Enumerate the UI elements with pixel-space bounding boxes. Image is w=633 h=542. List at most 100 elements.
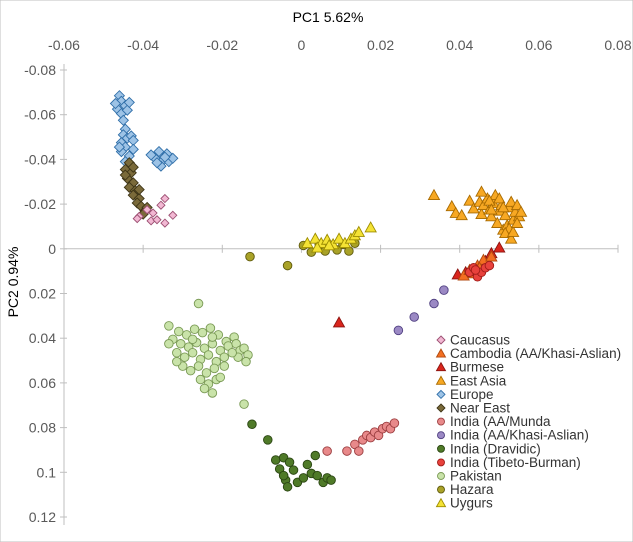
legend-item: Uygurs <box>435 496 493 511</box>
data-point <box>152 215 162 225</box>
legend-label: Near East <box>450 401 510 416</box>
data-point <box>493 241 506 253</box>
legend-marker <box>437 485 445 494</box>
series-india-dravidic <box>247 419 336 492</box>
data-point <box>309 232 322 244</box>
data-point <box>439 285 449 295</box>
legend-item: India (AA/Khasi-Aslian) <box>437 428 589 443</box>
data-point <box>195 374 206 385</box>
data-point <box>172 356 182 367</box>
legend-label: Burmese <box>450 360 504 375</box>
y-tick-label: 0 <box>48 241 56 257</box>
y-tick-label: 0.02 <box>29 286 56 302</box>
legend-marker <box>437 431 445 440</box>
legend-label: Pakistan <box>450 469 502 484</box>
data-point <box>470 265 481 275</box>
legend-label: India (AA/Munda <box>450 414 551 429</box>
data-point <box>241 356 251 367</box>
x-tick-label: -0.06 <box>48 37 80 53</box>
legend-marker <box>437 458 445 467</box>
data-point <box>475 185 488 197</box>
data-point <box>493 192 506 204</box>
axes-layer: -0.06 -0.04 -0.02 0 0.02 0.04 0.06 0.08 -0.08 -0.… <box>24 37 632 525</box>
data-point <box>298 473 309 483</box>
legend-marker <box>437 444 445 453</box>
data-point <box>506 225 520 237</box>
y-axis-title: PC2 0.94% <box>5 247 21 318</box>
data-point <box>491 216 504 228</box>
data-point <box>119 169 131 181</box>
data-point <box>514 205 528 217</box>
data-point <box>174 326 184 337</box>
data-point <box>483 194 496 206</box>
data-point <box>219 361 230 371</box>
data-point <box>342 446 352 456</box>
data-point <box>193 298 204 309</box>
data-point <box>160 218 170 228</box>
data-point <box>270 455 281 465</box>
data-point <box>245 251 255 262</box>
data-point <box>127 143 139 155</box>
series-europe <box>109 90 179 172</box>
y-tick-label: 0.08 <box>29 420 56 436</box>
series-pakistan <box>164 298 253 409</box>
x-tick-label: 0.06 <box>525 37 552 53</box>
data-point <box>498 208 512 221</box>
data-point <box>197 327 208 338</box>
series-caucasus <box>132 193 178 228</box>
legend-marker <box>437 417 445 426</box>
legend-label: Hazara <box>450 482 494 497</box>
series-uygurs <box>301 221 377 253</box>
data-point <box>132 213 142 224</box>
legend-marker <box>435 361 447 372</box>
data-point <box>352 225 366 237</box>
data-point <box>153 145 165 158</box>
legend-item: Caucasus <box>436 333 510 348</box>
data-point <box>312 470 323 481</box>
data-point <box>445 199 459 212</box>
legend-item: Europe <box>436 387 494 402</box>
legend-item: Near East <box>436 401 510 416</box>
data-point <box>263 435 273 445</box>
data-point <box>175 339 186 349</box>
data-point <box>179 352 190 362</box>
points-layer <box>109 90 528 492</box>
x-tick-label: -0.02 <box>206 37 238 53</box>
data-point <box>393 325 404 336</box>
data-point <box>326 475 336 485</box>
data-point <box>117 114 129 126</box>
data-point <box>504 195 518 207</box>
x-tick-label: 0.02 <box>367 37 394 53</box>
data-point <box>172 347 182 358</box>
data-point <box>455 208 468 221</box>
data-point <box>389 418 400 428</box>
data-point <box>510 216 524 228</box>
legend-item: India (AA/Munda <box>437 414 551 429</box>
legend-item: Burmese <box>435 360 504 375</box>
legend-item: India (Dravidic) <box>437 441 541 456</box>
legend-label: India (Tibeto-Burman) <box>450 455 581 470</box>
data-point <box>109 97 122 110</box>
data-point <box>302 459 313 470</box>
y-tick-label: -0.08 <box>24 62 56 78</box>
data-point <box>227 347 237 358</box>
data-point <box>145 149 157 161</box>
data-point <box>364 221 377 233</box>
data-point <box>496 201 510 213</box>
data-point <box>219 352 230 362</box>
data-point <box>427 188 441 201</box>
data-point <box>247 419 257 429</box>
y-tick-label: 0.04 <box>29 330 56 346</box>
data-point <box>510 198 524 211</box>
data-point <box>322 446 332 456</box>
data-point <box>203 350 214 360</box>
data-point <box>185 365 196 376</box>
legend-marker <box>435 348 447 358</box>
data-point <box>142 205 152 215</box>
data-point <box>113 141 126 153</box>
data-point <box>310 241 324 253</box>
legend-label: India (Dravidic) <box>450 441 541 456</box>
legend-marker <box>435 497 447 508</box>
legend-item: East Asia <box>435 373 507 388</box>
